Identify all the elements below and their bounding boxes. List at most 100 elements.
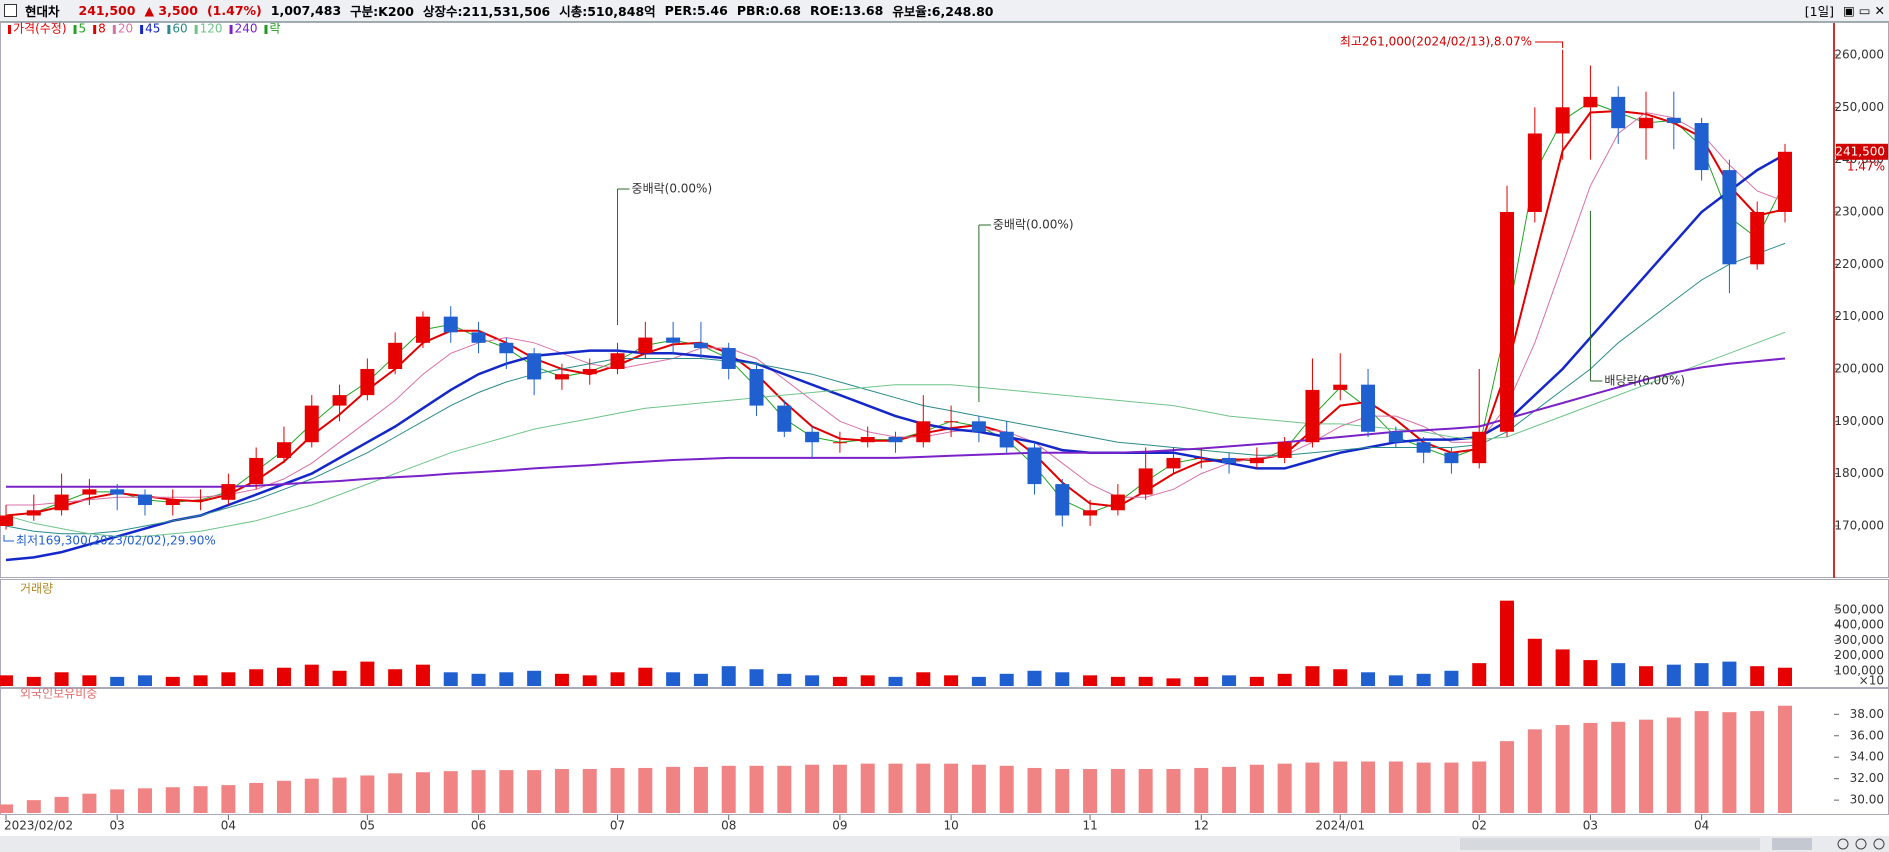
bar [749, 765, 764, 813]
bar [276, 667, 291, 686]
bar [610, 672, 625, 686]
bar [137, 788, 152, 813]
legend-swatch [264, 25, 268, 34]
scroll-range[interactable] [1460, 838, 1760, 850]
candle-body [1472, 431, 1487, 464]
candle-body [1249, 457, 1264, 464]
bar [1472, 663, 1487, 686]
bar [832, 764, 847, 813]
bar [415, 664, 430, 686]
y-tick-label: 500,000 [1834, 602, 1884, 616]
ma-line [5, 109, 1786, 517]
bar [1194, 676, 1209, 686]
bar [221, 785, 236, 813]
x-tick-label: 05 [360, 819, 375, 833]
bar [1333, 669, 1348, 686]
bar [999, 673, 1014, 686]
bar [1444, 670, 1459, 686]
legend-label: 5 [79, 22, 87, 36]
y-tick-label: 190,000 [1834, 414, 1884, 428]
legend-label: 20 [118, 22, 133, 36]
x-tick-label: 02 [1472, 819, 1487, 833]
x-tick-label: 03 [1583, 819, 1598, 833]
candle-body [221, 484, 236, 500]
bar [1222, 766, 1237, 813]
checkbox[interactable] [4, 4, 17, 17]
bar [0, 804, 13, 813]
candle-body [1083, 510, 1098, 516]
candle-body [1055, 484, 1070, 516]
scrollbar-thumb[interactable] [1772, 838, 1812, 850]
candle-body [1500, 211, 1515, 432]
bar [971, 676, 986, 686]
bar [1333, 761, 1348, 813]
bar [582, 769, 597, 813]
bar [1249, 676, 1264, 686]
candle-body [1444, 452, 1459, 464]
bar [554, 769, 569, 813]
period[interactable]: [1일] [1804, 4, 1834, 19]
candle-body [1277, 442, 1292, 458]
bar [999, 765, 1014, 813]
bar [805, 764, 820, 813]
annotation: 중배락(0.00%) [632, 182, 713, 196]
ma-line [5, 101, 1786, 516]
bar [54, 672, 69, 686]
bar [276, 780, 291, 813]
candle-body [443, 316, 458, 333]
y-tick-label: 100,000 [1834, 663, 1884, 677]
candle-body [1778, 151, 1792, 212]
y-tick-label: 260,000 [1834, 47, 1884, 61]
bar [916, 763, 931, 813]
x-tick-label: 03 [110, 819, 125, 833]
last-price-box [1836, 143, 1888, 160]
legend-label: 60 [172, 22, 187, 36]
bar [1750, 666, 1765, 686]
candle-body [721, 348, 736, 369]
x-tick-label: 2024/01 [1315, 819, 1365, 833]
candle-body [1388, 431, 1403, 443]
bar [249, 669, 264, 686]
bar [721, 666, 736, 686]
last-change-label: 1.47% [1847, 159, 1885, 173]
ma-line [5, 242, 1786, 535]
candle-body [332, 395, 347, 406]
y-tick-label: 200,000 [1834, 361, 1884, 375]
y-tick-label: 250,000 [1834, 100, 1884, 114]
candle-body [249, 457, 264, 485]
annotation: 배당락(0.00%) [1604, 374, 1685, 388]
candle-body [777, 405, 792, 432]
candle-body [860, 437, 875, 443]
bar [1277, 673, 1292, 686]
candle-body [1666, 117, 1681, 123]
window-buttons[interactable]: ▣ ▭ ✕ [1842, 3, 1885, 18]
candle-body [1555, 107, 1570, 134]
candle-body [26, 510, 41, 516]
zoom-buttons[interactable] [1837, 838, 1885, 850]
bar [1055, 672, 1070, 686]
y-tick-label: 300,000 [1834, 633, 1884, 647]
bar [1055, 769, 1070, 813]
x-tick-label: 12 [1194, 819, 1209, 833]
unit-label: ×10 [1859, 674, 1884, 688]
bar [1583, 660, 1598, 686]
bar [1110, 676, 1125, 686]
bar [1083, 769, 1098, 813]
class: 구분:K200 [350, 4, 414, 19]
candle-body [1222, 457, 1237, 464]
bar [944, 675, 959, 686]
reserve: 유보율:6,248.80 [892, 4, 994, 19]
candle-body [388, 342, 403, 369]
bar [193, 786, 208, 813]
bar [82, 675, 97, 686]
annotation-arrow [3, 535, 14, 542]
bar [1222, 675, 1237, 686]
ma-line [6, 357, 1786, 488]
candle-body [1361, 384, 1376, 432]
bar [666, 766, 681, 813]
per: PER:5.46 [664, 3, 728, 18]
bar [0, 675, 13, 686]
bar [1416, 762, 1431, 813]
bar [1639, 666, 1654, 686]
candle-body [888, 437, 903, 443]
